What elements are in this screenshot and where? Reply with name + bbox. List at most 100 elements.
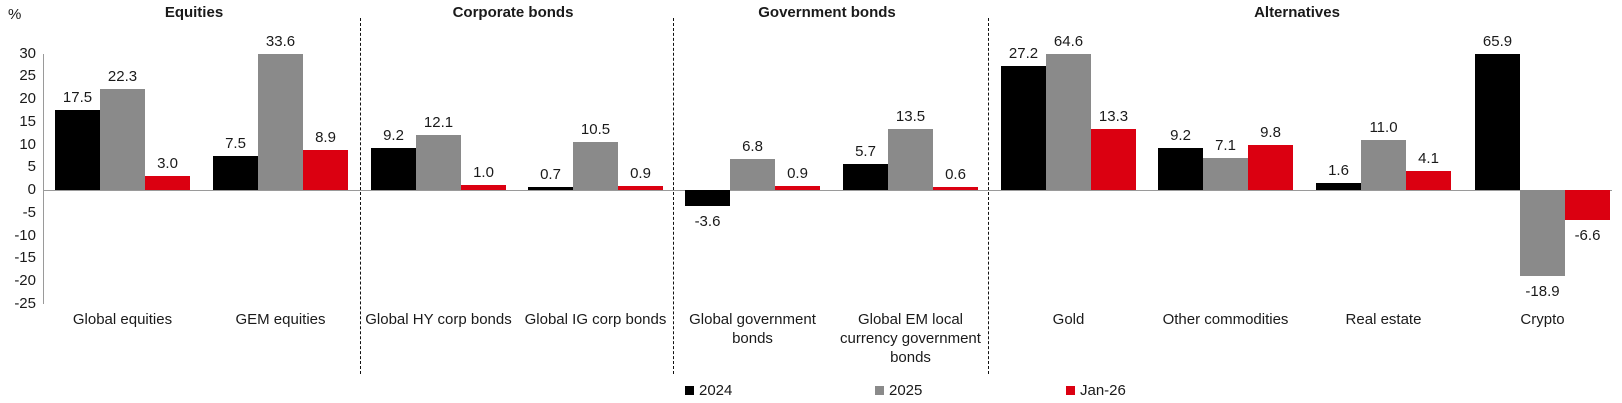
y-tick-label: 10 (19, 135, 36, 153)
bar-value-label: 11.0 (1369, 118, 1398, 136)
category-label: GEM equities (235, 311, 326, 328)
bar-jan-26 (1565, 190, 1610, 221)
bar-value-label: 6.8 (742, 138, 763, 156)
bar-value-label: 9.2 (1170, 127, 1191, 145)
y-tick-label: 20 (19, 90, 36, 107)
legend-label: 2024 (699, 381, 733, 399)
bar-value-label: 9.2 (383, 127, 404, 145)
legend-item-jan-26: Jan-26 (1066, 381, 1126, 399)
bar-value-label: 0.6 (945, 166, 966, 184)
bar-value-label: 0.9 (630, 164, 651, 182)
section-title-corporate-bonds: Corporate bonds (452, 4, 574, 21)
y-tick-label: -10 (14, 226, 36, 244)
legend-item-2024: 2024 (685, 381, 733, 399)
bar-value-label: 27.2 (1008, 45, 1039, 63)
category-label: Global IG corp bonds (524, 311, 667, 328)
y-tick-label: 5 (27, 158, 36, 176)
category-label: Global EM local currency government bond… (840, 311, 981, 366)
bar-value-label: 22.3 (107, 67, 138, 85)
y-axis-unit-label: % (8, 6, 22, 23)
y-tick-label: -15 (14, 249, 36, 267)
section-title-government-bonds: Government bonds (758, 4, 896, 21)
legend-swatch-2025 (875, 385, 884, 395)
bar-jan-26 (1091, 129, 1136, 190)
y-tick-label: 15 (19, 112, 36, 130)
legend-label: Jan-26 (1080, 381, 1126, 399)
category-label: Real estate (1345, 311, 1422, 328)
bar-jan-26 (933, 187, 978, 190)
bar-value-label: 65.9 (1482, 32, 1513, 50)
bar-value-label: 8.9 (315, 128, 336, 146)
category-label: Global government bonds (689, 311, 816, 347)
bar-2024 (843, 164, 888, 190)
zero-baseline (43, 190, 1612, 191)
bar-2024 (1001, 66, 1046, 190)
bar-value-label: -6.6 (1574, 227, 1601, 245)
bar-2024 (528, 186, 573, 190)
legend-swatch-jan-26 (1066, 385, 1075, 395)
bar-2024 (55, 110, 100, 190)
bar-2024 (1475, 53, 1520, 190)
bar-value-label: 4.1 (1418, 150, 1439, 168)
bar-jan-26 (145, 176, 190, 190)
bar-value-label: 0.9 (787, 164, 808, 182)
section-title-equities: Equities (164, 4, 224, 21)
y-tick-label: -20 (14, 272, 36, 289)
bar-value-label: 9.8 (1260, 124, 1281, 142)
category-label: Other commodities (1162, 311, 1289, 328)
legend-label: 2025 (889, 381, 923, 399)
bar-2025 (1046, 53, 1091, 190)
bar-value-label: 10.5 (580, 121, 611, 139)
bar-jan-26 (303, 149, 348, 190)
section-title-alternatives: Alternatives (1254, 4, 1340, 21)
bar-2025 (1361, 139, 1406, 190)
bar-value-label: 7.1 (1215, 136, 1236, 154)
bar-2025 (100, 88, 145, 190)
bar-value-label: 13.3 (1098, 108, 1129, 126)
section-separator-line (360, 18, 361, 374)
category-label: Crypto (1520, 311, 1565, 328)
category-label: Gold (1052, 311, 1085, 328)
section-separator-line (988, 18, 989, 374)
bar-2024 (1316, 182, 1361, 190)
bar-2024 (213, 155, 258, 190)
bar-2024 (371, 148, 416, 190)
bar-2024 (1158, 148, 1203, 190)
bar-2025 (730, 159, 775, 190)
bar-value-label: 64.6 (1053, 32, 1084, 50)
y-tick-label: -5 (22, 203, 36, 221)
bar-value-label: 13.5 (895, 107, 926, 125)
bar-jan-26 (618, 185, 663, 190)
bar-value-label: 0.7 (540, 165, 561, 183)
bar-jan-26 (1406, 171, 1451, 190)
bar-value-label: 1.0 (473, 164, 494, 182)
legend-item-2025: 2025 (875, 381, 923, 399)
bar-value-label: 33.6 (265, 32, 296, 50)
bar-2024 (685, 190, 730, 207)
bar-value-label: 1.6 (1328, 161, 1349, 179)
category-label: Global HY corp bonds (365, 311, 512, 328)
category-label: Global equities (72, 311, 173, 328)
y-tick-label: 0 (27, 181, 36, 198)
section-separator-line (673, 18, 674, 374)
y-tick-label: 25 (19, 67, 36, 85)
bar-value-label: 17.5 (62, 89, 93, 107)
y-tick-label: 30 (19, 44, 36, 62)
bar-jan-26 (1248, 145, 1293, 190)
bar-value-label: -18.9 (1525, 282, 1560, 300)
bar-value-label: 7.5 (225, 134, 246, 152)
bar-2025 (258, 53, 303, 190)
bar-value-label: 12.1 (423, 113, 454, 131)
legend-swatch-2024 (685, 385, 694, 395)
bar-2025 (1203, 157, 1248, 190)
bar-jan-26 (775, 185, 820, 190)
bar-value-label: 3.0 (157, 155, 178, 173)
bar-2025 (1520, 190, 1565, 276)
bar-value-label: 5.7 (855, 143, 876, 161)
bar-jan-26 (461, 185, 506, 190)
y-axis-line (43, 53, 44, 304)
bar-value-label: -3.6 (694, 213, 721, 231)
bar-2025 (416, 134, 461, 190)
y-tick-label: -25 (14, 294, 36, 312)
